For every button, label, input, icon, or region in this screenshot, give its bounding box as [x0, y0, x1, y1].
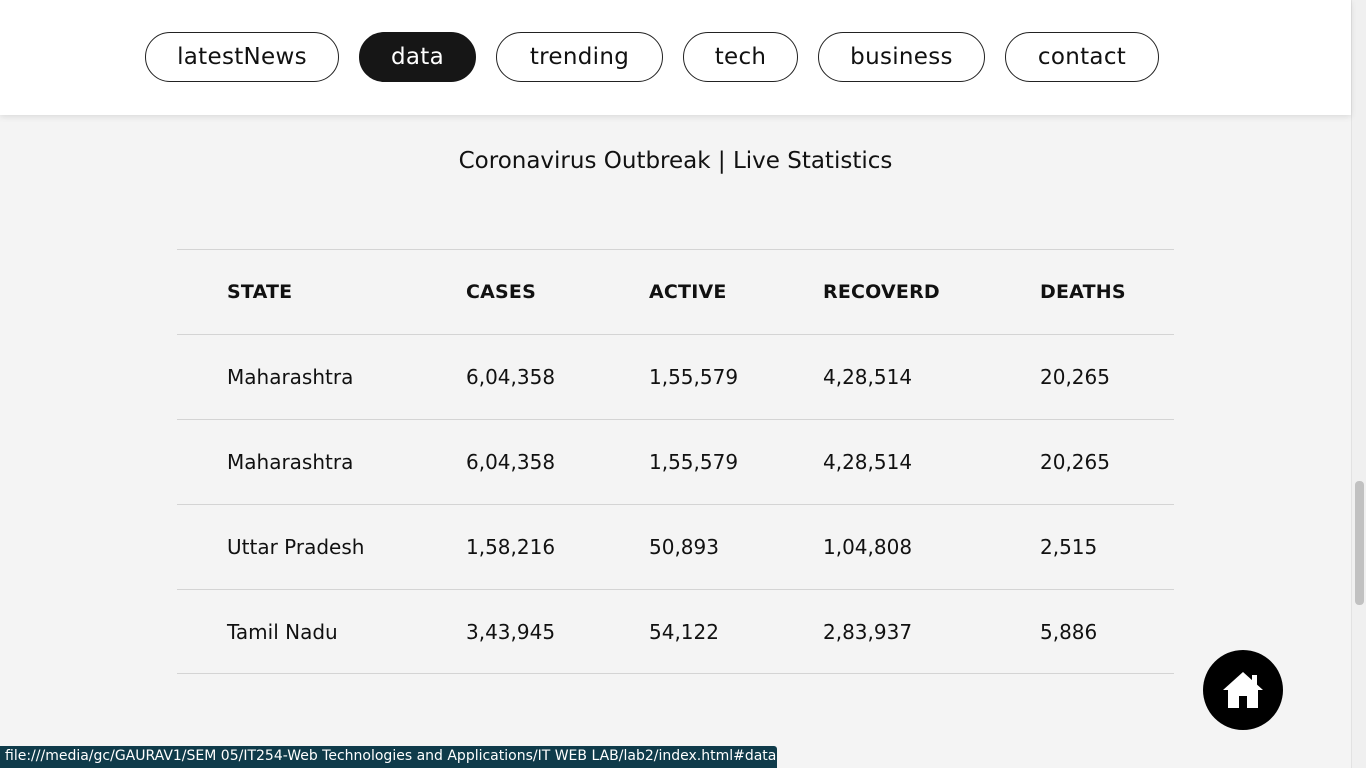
table-row: Maharashtra 6,04,358 1,55,579 4,28,514 2…: [177, 334, 1174, 419]
header-state: STATE: [227, 281, 293, 303]
cell-state: Maharashtra: [227, 365, 354, 389]
cell-cases: 6,04,358: [466, 450, 556, 474]
cell-state: Tamil Nadu: [227, 620, 338, 644]
scrollbar-thumb[interactable]: [1355, 481, 1364, 605]
cell-cases: 1,58,216: [466, 535, 556, 559]
cell-recovered: 2,83,937: [823, 620, 913, 644]
cell-state: Uttar Pradesh: [227, 535, 365, 559]
top-navbar: latestNews data trending tech business c…: [0, 0, 1351, 115]
nav-tech-link[interactable]: tech: [683, 32, 798, 82]
table-header-row: STATE CASES ACTIVE RECOVERD DEATHS: [177, 249, 1174, 334]
page-title: Coronavirus Outbreak | Live Statistics: [458, 148, 893, 174]
cell-cases: 3,43,945: [466, 620, 556, 644]
cell-deaths: 20,265: [1040, 365, 1110, 389]
cell-state: Maharashtra: [227, 450, 354, 474]
header-deaths: DEATHS: [1040, 281, 1126, 303]
header-cases: CASES: [466, 281, 536, 303]
stats-table: STATE CASES ACTIVE RECOVERD DEATHS Mahar…: [177, 249, 1174, 674]
cell-active: 54,122: [649, 620, 719, 644]
header-active: ACTIVE: [649, 281, 727, 303]
table-row: Uttar Pradesh 1,58,216 50,893 1,04,808 2…: [177, 504, 1174, 589]
cell-recovered: 1,04,808: [823, 535, 913, 559]
home-button[interactable]: [1203, 650, 1283, 730]
table-row: Tamil Nadu 3,43,945 54,122 2,83,937 5,88…: [177, 589, 1174, 674]
table-row: Maharashtra 6,04,358 1,55,579 4,28,514 2…: [177, 419, 1174, 504]
header-recovered: RECOVERD: [823, 281, 940, 303]
cell-deaths: 20,265: [1040, 450, 1110, 474]
nav-business-link[interactable]: business: [818, 32, 985, 82]
nav-latestnews-link[interactable]: latestNews: [145, 32, 339, 82]
nav-trending-link[interactable]: trending: [496, 32, 663, 82]
cell-active: 1,55,579: [649, 450, 739, 474]
nav-contact-link[interactable]: contact: [1005, 32, 1159, 82]
cell-cases: 6,04,358: [466, 365, 556, 389]
cell-recovered: 4,28,514: [823, 365, 913, 389]
link-status-bar: file:///media/gc/GAURAV1/SEM 05/IT254-We…: [0, 746, 777, 768]
cell-deaths: 5,886: [1040, 620, 1098, 644]
cell-active: 1,55,579: [649, 365, 739, 389]
nav-data-link[interactable]: data: [359, 32, 476, 82]
home-icon: [1223, 672, 1263, 708]
cell-deaths: 2,515: [1040, 535, 1098, 559]
cell-active: 50,893: [649, 535, 719, 559]
vertical-scrollbar[interactable]: [1351, 0, 1366, 768]
cell-recovered: 4,28,514: [823, 450, 913, 474]
